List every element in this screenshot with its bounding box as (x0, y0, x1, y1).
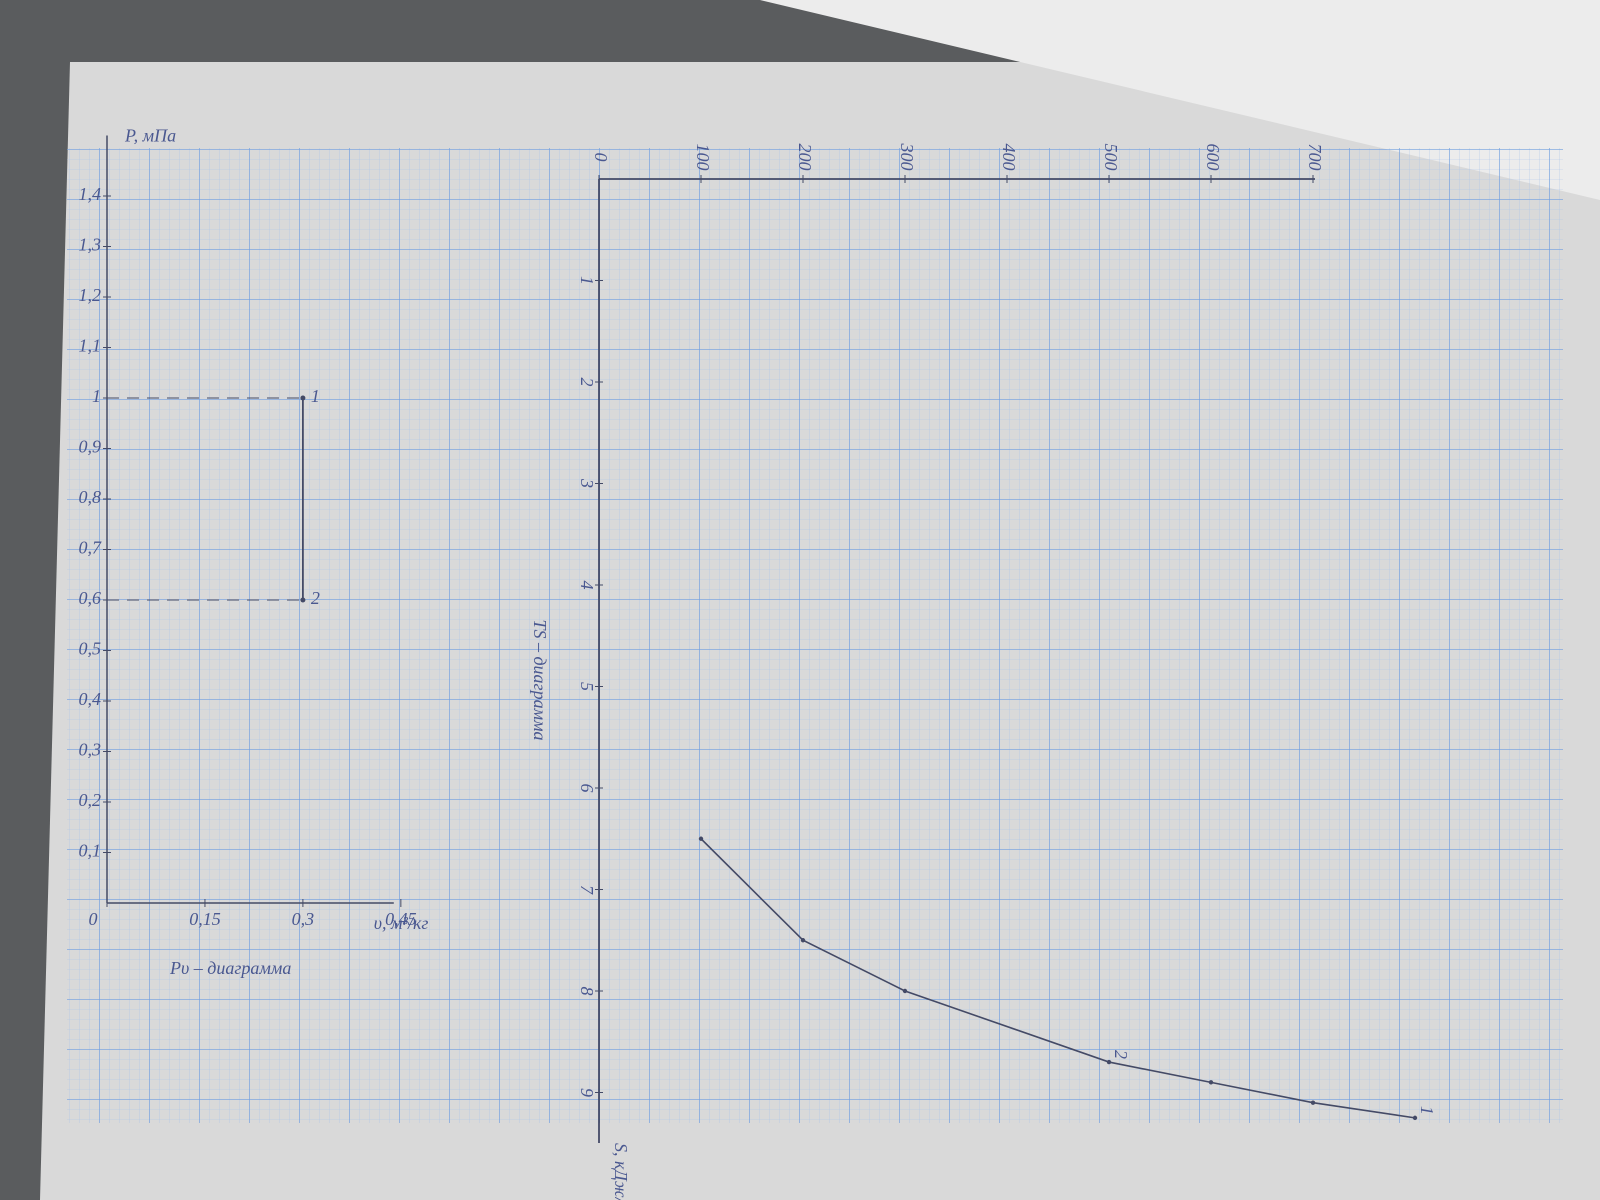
y-tick-label: 0,9 (79, 437, 102, 457)
y-tick-label: 0,1 (79, 841, 102, 861)
t-tick-label: 0 (591, 153, 611, 162)
data-point (300, 597, 306, 603)
data-point (1310, 1100, 1316, 1105)
y-tick-label: 0,2 (79, 790, 102, 810)
t-tick-label: 600 (1203, 144, 1223, 171)
s-tick-label: 5 (577, 682, 597, 691)
data-point (1208, 1080, 1214, 1085)
x-tick-label: 0 (89, 909, 98, 929)
s-tick-label: 2 (577, 378, 597, 387)
y-tick-label: 1 (92, 386, 101, 406)
t-tick-label: 700 (1305, 144, 1325, 171)
point-label: 1 (311, 386, 320, 406)
point-label: 2 (311, 588, 320, 608)
chart-title: Pυ – диаграмма (169, 958, 291, 978)
y-tick-label: 1,2 (79, 285, 102, 305)
s-tick-label: 6 (577, 784, 597, 793)
y-tick-label: 0,8 (79, 487, 102, 507)
t-tick-label: 100 (693, 144, 713, 171)
x-tick-label: 0,15 (189, 909, 221, 929)
s-tick-label: 9 (577, 1088, 597, 1097)
x-axis-label: υ, м³/кг (374, 913, 429, 933)
data-point (800, 938, 806, 943)
data-point (698, 836, 704, 841)
s-tick-label: 4 (577, 581, 597, 590)
point-label: 1 (1417, 1106, 1437, 1115)
y-tick-label: 1,3 (79, 235, 102, 255)
pv-chart: 0,1 0,2 0,3 0,4 0,5 0,6 0,7 0,8 0,9 1 1,1 1,2 1,3 1,4… (79, 126, 429, 979)
y-tick-label: 1,1 (79, 336, 102, 356)
y-tick-label: 0,5 (79, 639, 102, 659)
y-tick-label: 0,7 (79, 538, 103, 558)
s-tick-label: 8 (577, 987, 597, 996)
s-tick-label: 1 (577, 276, 597, 285)
data-point (1106, 1059, 1112, 1065)
s-tick-label: 3 (577, 478, 597, 488)
y-tick-label: 0,6 (79, 588, 102, 608)
y-axis-label: P, мПа (124, 126, 176, 146)
ts-chart: 0 100 200 300 400 500 600 700 1 2 3 4 5 6 7 8 9 S, кДж/кг… (530, 143, 1437, 1200)
grid-paper (67, 148, 1563, 1123)
point-label: 2 (1111, 1050, 1131, 1059)
x-tick-label: 0,45 (385, 909, 417, 929)
t-tick-label: 500 (1101, 144, 1121, 171)
t-tick-label: 300 (897, 143, 917, 171)
y-tick-label: 1,4 (79, 184, 102, 204)
x-tick-label: 0,3 (292, 909, 315, 929)
s-axis-label: S, кДж/кг·К (611, 1143, 631, 1200)
s-tick-label: 7 (577, 885, 597, 895)
t-tick-label: 400 (999, 144, 1019, 171)
y-tick-label: 0,3 (79, 740, 102, 760)
y-tick-label: 0,4 (79, 689, 102, 709)
t-tick-label: 200 (795, 144, 815, 171)
data-point (300, 395, 306, 401)
data-point (1412, 1115, 1418, 1121)
chart-title: TS – диаграмма (530, 619, 550, 740)
data-point (902, 988, 908, 994)
